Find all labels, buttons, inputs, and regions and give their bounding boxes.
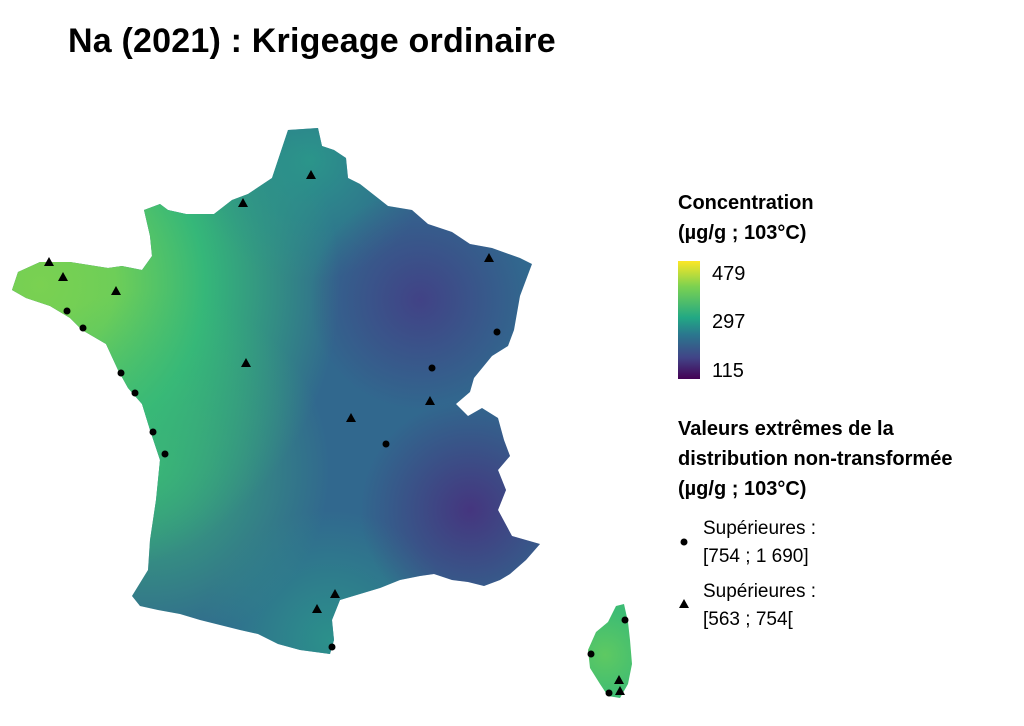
legend-circle-range: [754 ; 1 690] <box>703 546 809 567</box>
legend-title-unit: (µg/g ; 103°C) <box>678 222 807 244</box>
scale-tick-min: 115 <box>712 360 744 382</box>
map-title: Na (2021) : Krigeage ordinaire <box>68 22 556 60</box>
scale-tick-mid: 297 <box>712 311 746 333</box>
legend-item-triangle: Supérieures : [563 ; 754[ <box>703 578 816 634</box>
triangle-marker <box>614 675 624 684</box>
legend-circle-label: Supérieures : <box>703 518 817 539</box>
circle-marker <box>587 650 595 658</box>
legend-triangle-range: [563 ; 754[ <box>703 609 793 630</box>
circle-marker <box>605 689 613 697</box>
extremes-legend-title: Valeurs extrêmes de la distribution non-… <box>678 414 952 504</box>
triangle-marker <box>111 286 121 295</box>
color-scale-bar <box>678 261 700 379</box>
circle-marker <box>382 440 390 448</box>
triangle-marker <box>425 396 435 405</box>
triangle-marker <box>44 257 54 266</box>
france-mainland <box>12 128 540 654</box>
circle-markers <box>63 307 629 697</box>
extremes-title-line2: distribution non-transformée <box>678 448 953 470</box>
triangle-marker <box>312 604 322 613</box>
triangle-marker <box>241 358 251 367</box>
triangle-marker <box>58 272 68 281</box>
circle-marker <box>161 450 169 458</box>
extremes-title-line1: Valeurs extrêmes de la <box>678 418 894 440</box>
corsica-island <box>588 604 632 698</box>
triangle-marker <box>484 253 494 262</box>
circle-marker <box>131 389 139 397</box>
triangle-marker <box>306 170 316 179</box>
extremes-title-unit: (µg/g ; 103°C) <box>678 478 807 500</box>
legend-circle-icon <box>680 538 688 546</box>
triangle-marker <box>346 413 356 422</box>
circle-marker <box>63 307 71 315</box>
triangle-marker <box>615 686 625 695</box>
circle-marker <box>117 369 125 377</box>
triangle-marker <box>330 589 340 598</box>
triangle-marker <box>238 198 248 207</box>
circle-marker <box>428 364 436 372</box>
circle-marker <box>621 616 629 624</box>
legend-triangle-icon <box>679 599 689 608</box>
triangle-markers <box>44 170 625 695</box>
circle-marker <box>149 428 157 436</box>
legend-title: Concentration (µg/g ; 103°C) <box>678 188 814 248</box>
scale-tick-max: 479 <box>712 263 746 285</box>
legend-item-circle: Supérieures : [754 ; 1 690] <box>703 515 816 571</box>
circle-marker <box>79 324 87 332</box>
circle-marker <box>493 328 501 336</box>
circle-marker <box>328 643 336 651</box>
legend-triangle-label: Supérieures : <box>703 581 817 602</box>
legend-title-line: Concentration <box>678 192 814 214</box>
